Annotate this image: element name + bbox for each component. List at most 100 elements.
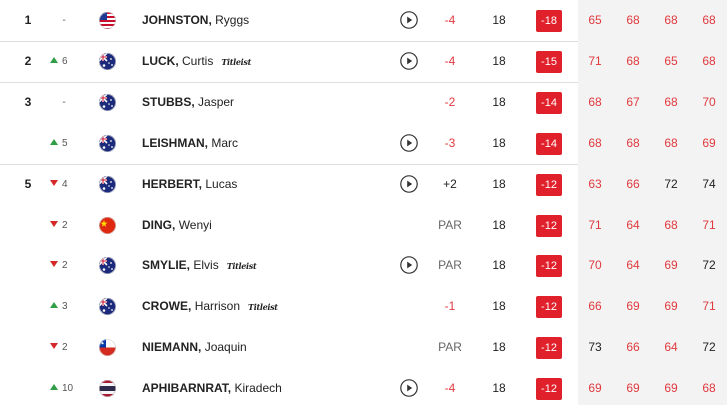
first-name: Elvis [193,258,219,273]
round-score: 68 [702,13,716,27]
player-row[interactable]: 5 LEISHMAN, Marc -3 18 -14 68 68 68 69 [0,123,727,164]
play-icon[interactable] [400,256,418,275]
round-score: 63 [588,176,602,191]
player-row[interactable]: 3 - STUBBS, Jasper -2 18 -14 68 67 68 70 [0,81,727,123]
round-score: 67 [626,94,640,109]
player-row[interactable]: 2 DING, Wenyi PAR 18 -12 71 64 68 71 [0,205,727,246]
last-name: NIEMANN, [142,340,202,355]
round-score: 69 [626,381,640,396]
today-score: PAR [438,340,462,355]
today-score: -1 [444,299,456,314]
thru: 18 [492,13,506,27]
country-flag [99,257,116,275]
row-separator [0,40,578,42]
round-score: 71 [702,299,716,314]
today-score: -4 [444,13,456,27]
player-name[interactable]: NIEMANN, Joaquin [142,327,247,368]
player-name[interactable]: LEISHMAN, Marc [142,123,238,164]
player-row[interactable]: 1 - JOHNSTON, Ryggs -4 18 -18 65 68 68 68 [0,0,727,41]
move-amount: 2 [62,219,68,231]
video-button[interactable] [400,174,418,193]
round-score: 69 [588,381,602,396]
player-name[interactable]: APHIBARNRAT, Kiradech [142,368,282,409]
thru: 18 [492,176,506,191]
round-score: 65 [664,53,678,68]
last-name: APHIBARNRAT, [142,381,232,396]
video-button[interactable] [400,133,418,152]
today-score: PAR [438,217,462,232]
position: 1 [24,13,32,27]
flag-icon [99,257,116,275]
first-name: Harrison [194,299,241,314]
round-score: 74 [702,176,716,191]
last-name: SMYLIE, [142,258,191,273]
thru: 18 [492,53,506,68]
player-row[interactable]: 2 SMYLIE, Elvis Titleist PAR 18 -12 70 64 69 72 [0,245,727,286]
video-button[interactable] [400,52,418,70]
move-arrow [50,56,58,63]
move-amount: 4 [62,178,68,190]
round-score: 71 [588,53,602,68]
play-icon[interactable] [400,174,418,193]
thru: 18 [492,381,506,396]
move-amount: 6 [62,55,68,67]
position: 3 [24,94,32,109]
player-name[interactable]: DING, Wenyi [142,205,212,246]
round-score: 64 [626,217,640,232]
today-score: -2 [444,94,456,109]
last-name: CROWE, [142,299,192,314]
today-score: -4 [444,53,456,68]
video-button[interactable] [400,256,418,275]
play-icon[interactable] [400,11,418,29]
position-move: 4 [50,164,80,205]
move-amount: 2 [62,342,68,354]
round-score: 68 [626,135,640,150]
round-score: 68 [664,94,678,109]
today-score: -3 [444,135,456,150]
position-move: 10 [50,368,80,409]
country-flag [99,52,116,70]
move-arrow [50,384,58,391]
player-name[interactable]: HERBERT, Lucas [142,164,237,205]
total-score: -12 [536,173,562,196]
position-move: - [62,15,66,26]
move-arrow [50,138,58,145]
move-amount: 5 [62,137,68,149]
round-score: 65 [588,13,602,27]
round-score: 68 [626,53,640,68]
flag-icon [99,134,116,152]
total-score: -14 [536,132,562,155]
player-name[interactable]: LUCK, Curtis Titleist [142,41,251,82]
first-name: Curtis [182,53,214,68]
sponsor-logo: Titleist [248,302,278,313]
play-icon[interactable] [400,52,418,70]
player-name[interactable]: CROWE, Harrison Titleist [142,286,278,327]
round-score: 66 [588,299,602,314]
round-score: 66 [626,176,640,191]
move-arrow [50,261,58,268]
player-name[interactable]: SMYLIE, Elvis Titleist [142,245,257,286]
row-separator [0,163,578,165]
round-score: 69 [664,258,678,273]
video-button[interactable] [400,11,418,29]
player-name[interactable]: STUBBS, Jasper [142,82,234,123]
player-row[interactable]: 10 APHIBARNRAT, Kiradech -4 18 -12 69 69 69 68 [0,368,727,409]
player-row[interactable]: 3 CROWE, Harrison Titleist -1 18 -12 66 69 69 71 [0,286,727,327]
position-move: 3 [50,286,80,327]
player-name[interactable]: JOHNSTON, Ryggs [142,0,249,41]
country-flag [99,380,116,398]
round-score: 68 [702,381,716,396]
round-score: 68 [664,217,678,232]
today-score: -4 [444,381,456,396]
player-row[interactable]: 2 6 LUCK, Curtis Titleist -4 18 -15 71 68 65 68 [0,40,727,82]
player-row[interactable]: 5 4 HERBERT, Lucas +2 18 -12 63 66 72 74 [0,163,727,205]
play-icon[interactable] [400,379,418,397]
round-score: 71 [702,217,716,232]
player-row[interactable]: 2 NIEMANN, Joaquin PAR 18 -12 73 66 64 72 [0,327,727,368]
play-icon[interactable] [400,133,418,152]
video-button[interactable] [400,379,418,397]
round-score: 68 [702,53,716,68]
today-score: PAR [438,258,462,273]
total-score: -12 [536,214,562,237]
